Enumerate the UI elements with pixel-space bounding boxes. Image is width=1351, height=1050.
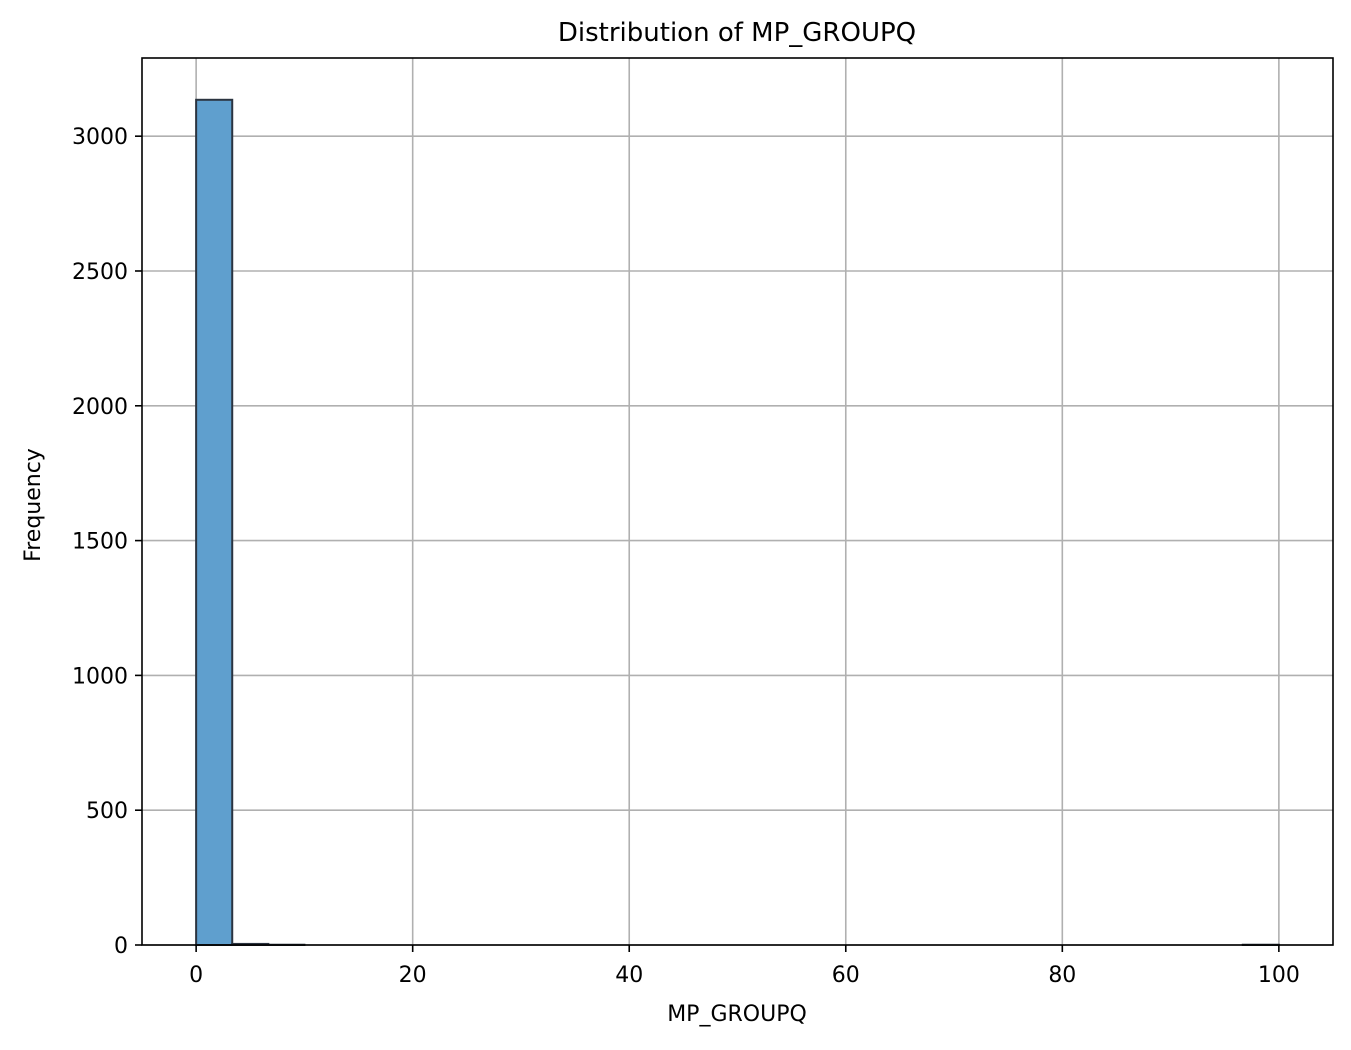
y-tick-label: 2500 [72,260,128,285]
chart-title: Distribution of MP_GROUPQ [558,18,916,48]
x-tick-label: 0 [189,963,203,988]
axes-layer [142,58,1333,945]
x-tick-label: 100 [1258,963,1300,988]
plot-frame [142,58,1333,945]
histogram-bar [196,100,232,945]
y-tick-label: 1000 [72,664,128,689]
x-tick-label: 80 [1048,963,1076,988]
x-tick-label: 60 [832,963,860,988]
grid-layer [142,58,1333,945]
bars-layer [196,100,1279,945]
y-tick-label: 0 [114,934,128,959]
x-axis-label: MP_GROUPQ [667,1002,807,1027]
y-axis-label: Frequency [21,448,46,562]
y-tick-label: 2000 [72,395,128,420]
x-tick-label: 20 [399,963,427,988]
y-tick-label: 1500 [72,530,128,555]
y-tick-label: 3000 [72,125,128,150]
x-tick-label: 40 [615,963,643,988]
y-tick-label: 500 [86,799,128,824]
